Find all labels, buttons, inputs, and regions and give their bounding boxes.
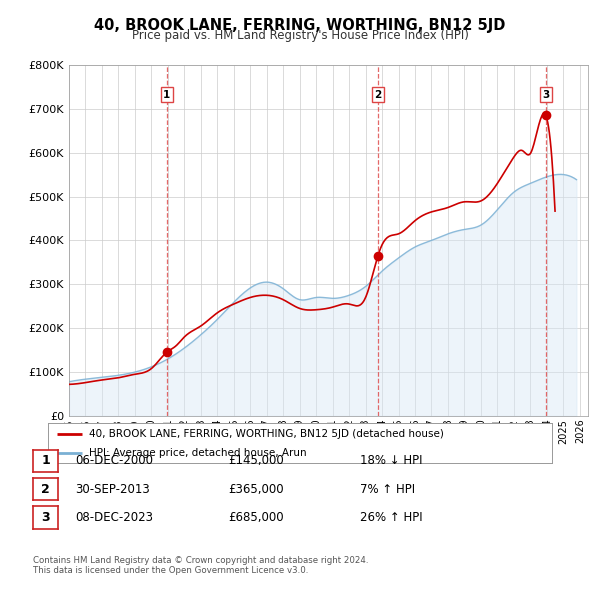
Text: 1: 1 <box>163 90 170 100</box>
Text: £685,000: £685,000 <box>228 511 284 524</box>
Text: 26% ↑ HPI: 26% ↑ HPI <box>360 511 422 524</box>
Text: 08-DEC-2023: 08-DEC-2023 <box>75 511 153 524</box>
Text: 40, BROOK LANE, FERRING, WORTHING, BN12 5JD: 40, BROOK LANE, FERRING, WORTHING, BN12 … <box>94 18 506 32</box>
Text: HPI: Average price, detached house, Arun: HPI: Average price, detached house, Arun <box>89 448 307 458</box>
Text: 2: 2 <box>41 483 50 496</box>
Text: 2: 2 <box>374 90 382 100</box>
Text: 7% ↑ HPI: 7% ↑ HPI <box>360 483 415 496</box>
Text: 18% ↓ HPI: 18% ↓ HPI <box>360 454 422 467</box>
Text: 1: 1 <box>41 454 50 467</box>
Text: This data is licensed under the Open Government Licence v3.0.: This data is licensed under the Open Gov… <box>33 566 308 575</box>
Text: 3: 3 <box>542 90 549 100</box>
Text: Contains HM Land Registry data © Crown copyright and database right 2024.: Contains HM Land Registry data © Crown c… <box>33 556 368 565</box>
Text: £365,000: £365,000 <box>228 483 284 496</box>
Text: 30-SEP-2013: 30-SEP-2013 <box>75 483 150 496</box>
Text: Price paid vs. HM Land Registry's House Price Index (HPI): Price paid vs. HM Land Registry's House … <box>131 30 469 42</box>
Text: 3: 3 <box>41 511 50 524</box>
Text: 06-DEC-2000: 06-DEC-2000 <box>75 454 153 467</box>
Text: 40, BROOK LANE, FERRING, WORTHING, BN12 5JD (detached house): 40, BROOK LANE, FERRING, WORTHING, BN12 … <box>89 430 444 440</box>
Text: £145,000: £145,000 <box>228 454 284 467</box>
